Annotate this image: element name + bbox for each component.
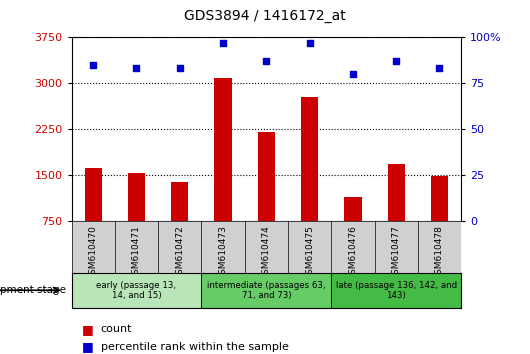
- Text: GSM610477: GSM610477: [392, 225, 401, 280]
- Bar: [387, 164, 405, 221]
- Text: GSM610472: GSM610472: [175, 225, 184, 280]
- Bar: [201, 273, 331, 308]
- Text: GSM610473: GSM610473: [218, 225, 227, 280]
- Text: GSM610474: GSM610474: [262, 225, 271, 280]
- Text: GSM610478: GSM610478: [435, 225, 444, 280]
- Point: [132, 65, 141, 71]
- Bar: [331, 273, 461, 308]
- Point: [349, 71, 357, 77]
- Bar: [344, 197, 361, 221]
- Text: GSM610476: GSM610476: [348, 225, 357, 280]
- Point: [262, 58, 270, 64]
- Text: percentile rank within the sample: percentile rank within the sample: [101, 342, 288, 352]
- Text: ■: ■: [82, 341, 94, 353]
- Text: GSM610471: GSM610471: [132, 225, 141, 280]
- Bar: [128, 173, 145, 221]
- Point: [89, 62, 98, 68]
- Text: development stage: development stage: [0, 285, 66, 295]
- Bar: [85, 168, 102, 221]
- Bar: [258, 132, 275, 221]
- Bar: [431, 176, 448, 221]
- Point: [392, 58, 401, 64]
- Text: early (passage 13,
14, and 15): early (passage 13, 14, and 15): [96, 281, 176, 300]
- Point: [305, 40, 314, 46]
- Text: intermediate (passages 63,
71, and 73): intermediate (passages 63, 71, and 73): [207, 281, 325, 300]
- Bar: [301, 97, 318, 221]
- Text: late (passage 136, 142, and
143): late (passage 136, 142, and 143): [335, 281, 457, 300]
- Text: GSM610475: GSM610475: [305, 225, 314, 280]
- Bar: [171, 182, 189, 221]
- Point: [219, 40, 227, 46]
- Point: [435, 65, 444, 71]
- Point: [175, 65, 184, 71]
- Text: GDS3894 / 1416172_at: GDS3894 / 1416172_at: [184, 9, 346, 23]
- Text: ■: ■: [82, 323, 94, 336]
- Bar: [72, 273, 201, 308]
- Text: count: count: [101, 324, 132, 334]
- Bar: [214, 78, 232, 221]
- Text: GSM610470: GSM610470: [89, 225, 98, 280]
